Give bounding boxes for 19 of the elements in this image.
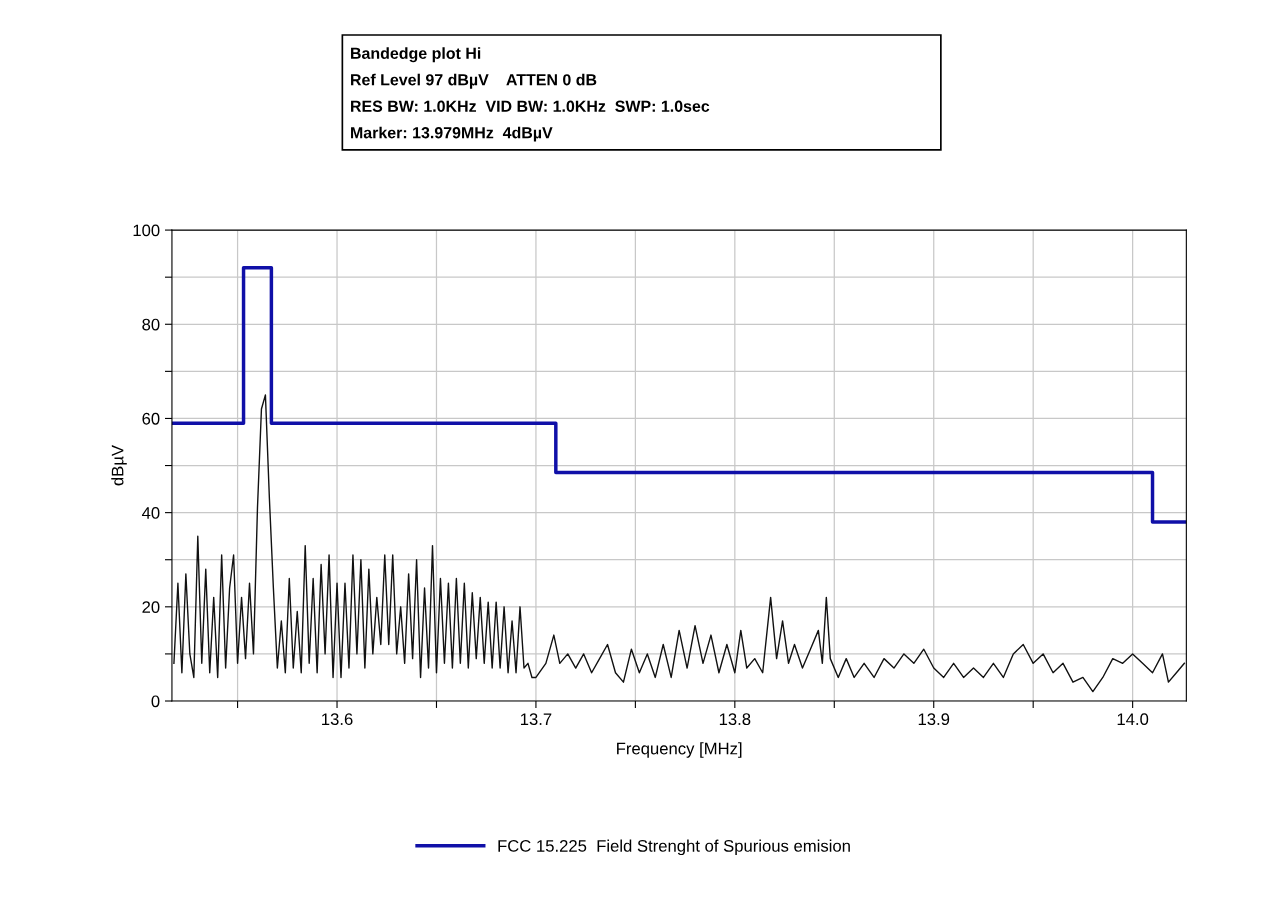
text: Marker: 13.979MHz 4dBµV — [351, 126, 553, 142]
x-axis-title: Frequency [MHz] — [617, 742, 742, 758]
y-axis-title: dBµV — [111, 445, 127, 486]
line-series — [173, 394, 1186, 693]
chart-title: Bandedge plot Hi — [351, 47, 481, 63]
legend-label: FCC 15.225 Field Strenght of Spurious emision — [498, 839, 850, 856]
x-tick-label: 13.7 — [520, 713, 552, 726]
y-tick-label: 40 — [141, 507, 160, 519]
text: RES BW: 1.0KHz VID BW: 1.0KHz SWP: 1.0sec — [351, 100, 710, 112]
x-tick-label: 13.9 — [918, 713, 950, 726]
x-tick-label: 13.8 — [719, 713, 751, 726]
y-tick-label: 80 — [142, 318, 160, 331]
x-tick-label: 14.0 — [1117, 713, 1149, 726]
y-tick-label: 60 — [142, 412, 160, 425]
x-tick-label: 13.6 — [322, 713, 353, 726]
text: Ref Level 97 dBµV ATTEN 0 dB — [351, 73, 597, 89]
y-tick-label: 0 — [151, 695, 160, 708]
y-tick-label: 20 — [142, 601, 160, 614]
y-tick-label: 100 — [133, 224, 160, 237]
